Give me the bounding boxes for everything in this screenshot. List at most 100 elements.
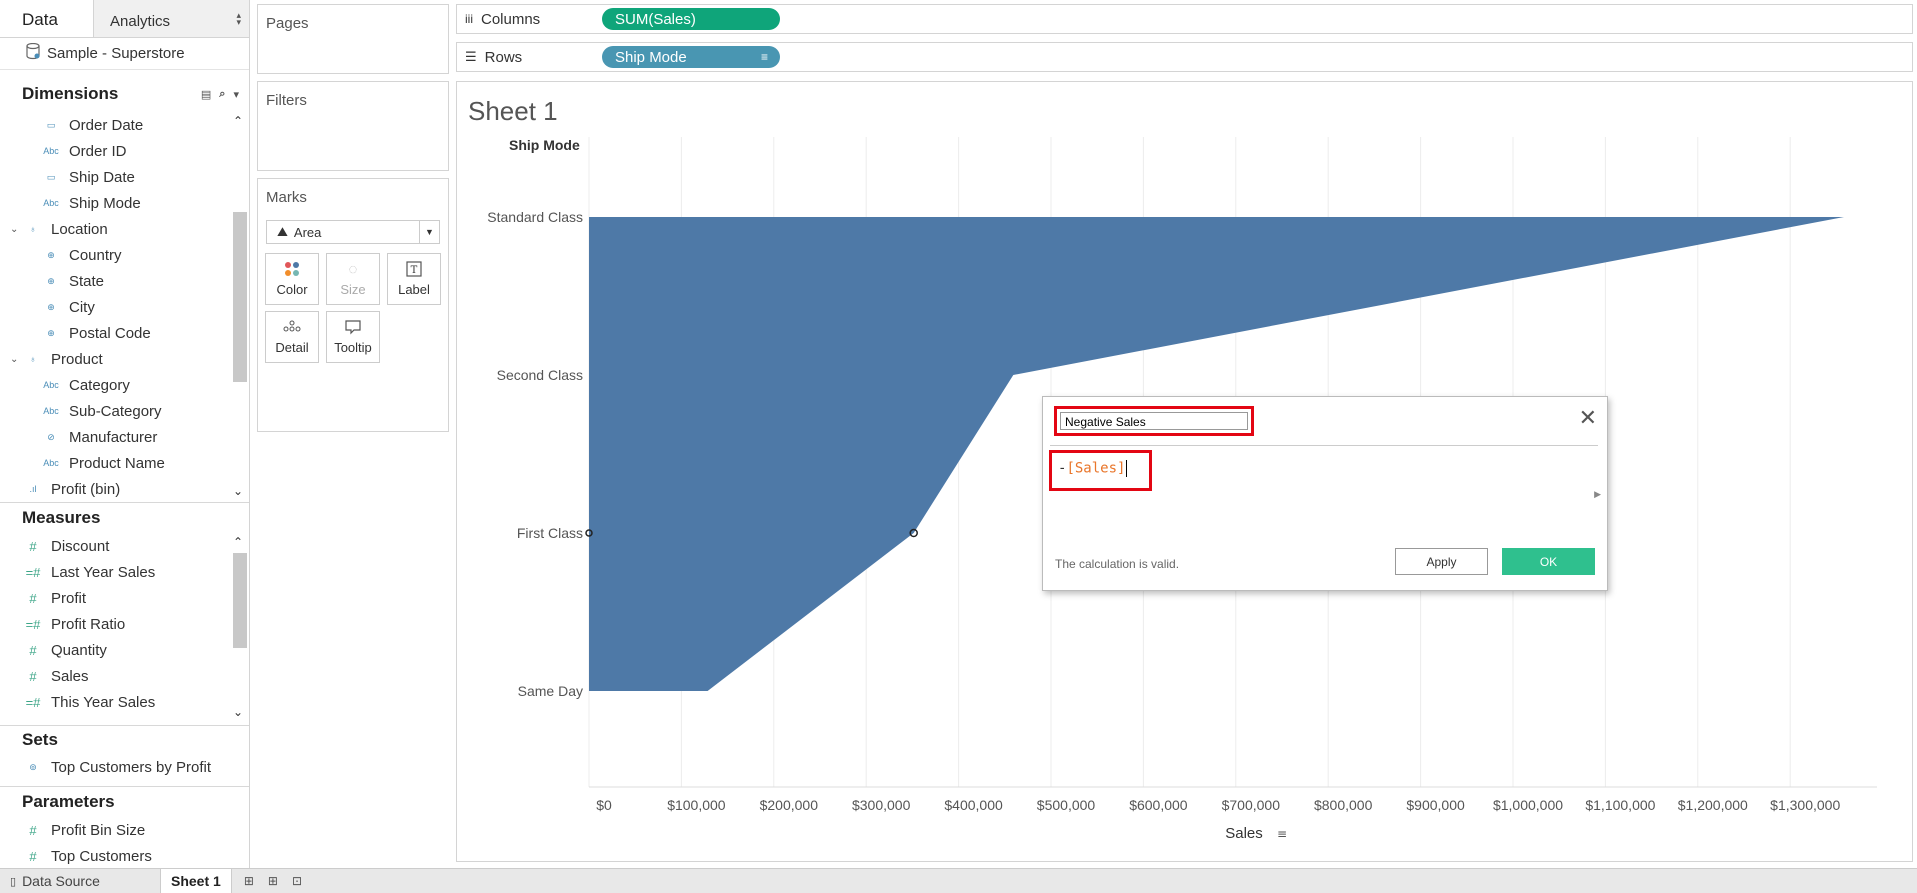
- scroll-thumb[interactable]: [233, 553, 247, 648]
- hierarchy-icon: ♁: [29, 354, 37, 364]
- expand-arrow-icon[interactable]: ▶: [1594, 489, 1601, 499]
- database-icon: ▯: [10, 875, 17, 888]
- field-location[interactable]: ⌄ ♁ Location: [0, 216, 249, 242]
- datasource-label: Sample - Superstore: [47, 45, 185, 62]
- scroll-thumb[interactable]: [233, 212, 247, 382]
- scroll-up-icon[interactable]: ⌃: [233, 114, 244, 128]
- size-button[interactable]: ◌ Size: [326, 253, 380, 305]
- tab-data-source-label: Data Source: [22, 873, 100, 889]
- globe-icon: ⊕: [47, 327, 55, 338]
- formula-editor[interactable]: -[Sales]: [1058, 460, 1128, 477]
- calc-name-input[interactable]: Negative Sales: [1060, 412, 1248, 430]
- x-tick-label: $300,000: [852, 797, 911, 813]
- data-pane: Data Analytics ▴ ▾ Sample - Superstore Di…: [0, 0, 250, 868]
- field-quantity[interactable]: # Quantity: [0, 637, 249, 663]
- field-state[interactable]: ⊕ State: [0, 268, 249, 294]
- field-order-id[interactable]: Abc Order ID: [0, 138, 249, 164]
- mark-type-select[interactable]: ⛰ Area ▼: [266, 220, 440, 244]
- number-icon: #: [29, 538, 37, 554]
- x-tick-label: $600,000: [1129, 797, 1188, 813]
- row-header-ship-mode[interactable]: Ship Mode: [509, 137, 580, 153]
- tooltip-button[interactable]: Tooltip: [326, 311, 380, 363]
- field-order-date[interactable]: ▭ Order Date: [0, 112, 249, 138]
- field-country[interactable]: ⊕ Country: [0, 242, 249, 268]
- sheet-tabs-bar: ▯ Data Source Sheet 1 ⊞ ⊞ ⊡: [0, 868, 1917, 893]
- field-product[interactable]: ⌄ ♁ Product: [0, 346, 249, 372]
- area-mark[interactable]: [589, 217, 1844, 691]
- area-chart[interactable]: $0 $100,000 $200,000 $300,000 $400,000 $500,0…: [457, 82, 1912, 861]
- field-this-year-sales[interactable]: =# This Year Sales: [0, 689, 249, 715]
- tab-analytics[interactable]: Analytics ▴ ▾: [94, 0, 249, 37]
- selected-point[interactable]: [909, 528, 918, 538]
- new-dashboard-icon[interactable]: ⊞: [267, 874, 278, 888]
- detail-button[interactable]: Detail: [265, 311, 319, 363]
- field-profit-ratio[interactable]: =# Profit Ratio: [0, 611, 249, 637]
- tab-data-source[interactable]: ▯ Data Source: [0, 873, 160, 889]
- collapse-caret-icon[interactable]: ⌄: [10, 353, 19, 365]
- tab-sheet-1[interactable]: Sheet 1: [160, 868, 232, 893]
- parameters-title: Parameters: [22, 792, 115, 811]
- scroll-down-icon[interactable]: ⌄: [233, 484, 244, 498]
- area-mark-icon: ⛰: [277, 224, 288, 239]
- field-label: Manufacturer: [69, 428, 158, 446]
- param-top-customers[interactable]: # Top Customers: [0, 843, 249, 868]
- field-last-year-sales[interactable]: =# Last Year Sales: [0, 559, 249, 585]
- sheet-title[interactable]: Sheet 1: [468, 96, 558, 126]
- param-profit-bin-size[interactable]: # Profit Bin Size: [0, 817, 249, 843]
- number-icon: #: [29, 822, 37, 838]
- ok-button[interactable]: OK: [1502, 548, 1595, 575]
- color-button[interactable]: Color: [265, 253, 319, 305]
- tooltip-label: Tooltip: [334, 340, 372, 355]
- filters-title: Filters: [266, 92, 307, 109]
- field-postal-code[interactable]: ⊕ Postal Code: [0, 320, 249, 346]
- measures-header: Measures: [0, 503, 249, 533]
- search-icon[interactable]: ⌕: [219, 87, 226, 100]
- x-tick-label: $1,300,000: [1770, 797, 1840, 813]
- selected-point[interactable]: [585, 529, 593, 537]
- field-sub-category[interactable]: Abc Sub-Category: [0, 398, 249, 424]
- field-label: Location: [51, 220, 108, 238]
- field-profit-bin[interactable]: .ıl Profit (bin): [0, 476, 249, 502]
- field-ship-date[interactable]: ▭ Ship Date: [0, 164, 249, 190]
- field-product-name[interactable]: Abc Product Name: [0, 450, 249, 476]
- apply-button[interactable]: Apply: [1395, 548, 1488, 575]
- new-story-icon[interactable]: ⊡: [291, 874, 302, 888]
- tab-data[interactable]: Data: [0, 0, 94, 37]
- field-category[interactable]: Abc Category: [0, 372, 249, 398]
- chevron-down-icon[interactable]: ▾: [233, 88, 239, 101]
- new-worksheet-icon[interactable]: ⊞: [243, 874, 254, 888]
- collapse-caret-icon[interactable]: ⌄: [10, 223, 19, 235]
- sort-descending-icon[interactable]: ≡: [760, 50, 768, 64]
- field-discount[interactable]: # Discount: [0, 533, 249, 559]
- sum-sales-pill[interactable]: SUM(Sales): [602, 8, 780, 30]
- view-list-icon[interactable]: ▤: [200, 88, 212, 101]
- dimensions-tools: ▤ ⌕ ▾: [201, 88, 239, 101]
- pages-card[interactable]: Pages: [257, 4, 449, 74]
- columns-icon: iii: [465, 12, 473, 26]
- field-profit[interactable]: # Profit: [0, 585, 249, 611]
- rows-shelf[interactable]: ☰ Rows Ship Mode ≡: [456, 42, 1913, 72]
- measures-scrollbar[interactable]: ⌃ ⌄: [231, 533, 247, 723]
- sort-icon[interactable]: ≡: [1277, 827, 1287, 841]
- ship-mode-pill[interactable]: Ship Mode ≡: [602, 46, 780, 68]
- filters-card[interactable]: Filters: [257, 81, 449, 171]
- text-icon: T: [388, 261, 440, 282]
- field-sales[interactable]: # Sales: [0, 663, 249, 689]
- scroll-down-icon[interactable]: ⌄: [233, 705, 244, 719]
- scroll-up-icon[interactable]: ⌃: [233, 535, 244, 549]
- marks-card: Marks ⛰ Area ▼ Color ◌ Size T Label Deta…: [257, 178, 449, 432]
- database-icon: [26, 42, 40, 64]
- label-label: Label: [398, 282, 430, 297]
- close-icon[interactable]: ✕: [1578, 405, 1597, 430]
- number-icon: #: [29, 848, 37, 864]
- divider: [0, 786, 249, 787]
- datasource-item[interactable]: Sample - Superstore: [0, 38, 249, 70]
- field-ship-mode[interactable]: Abc Ship Mode: [0, 190, 249, 216]
- abc-icon: Abc: [43, 406, 59, 416]
- columns-shelf[interactable]: iii Columns SUM(Sales): [456, 4, 1913, 34]
- dimensions-scrollbar[interactable]: ⌃ ⌄: [231, 112, 247, 502]
- field-city[interactable]: ⊕ City: [0, 294, 249, 320]
- field-top-customers-by-profit[interactable]: ⊚ Top Customers by Profit: [0, 754, 249, 780]
- label-button[interactable]: T Label: [387, 253, 441, 305]
- field-manufacturer[interactable]: ⊘ Manufacturer: [0, 424, 249, 450]
